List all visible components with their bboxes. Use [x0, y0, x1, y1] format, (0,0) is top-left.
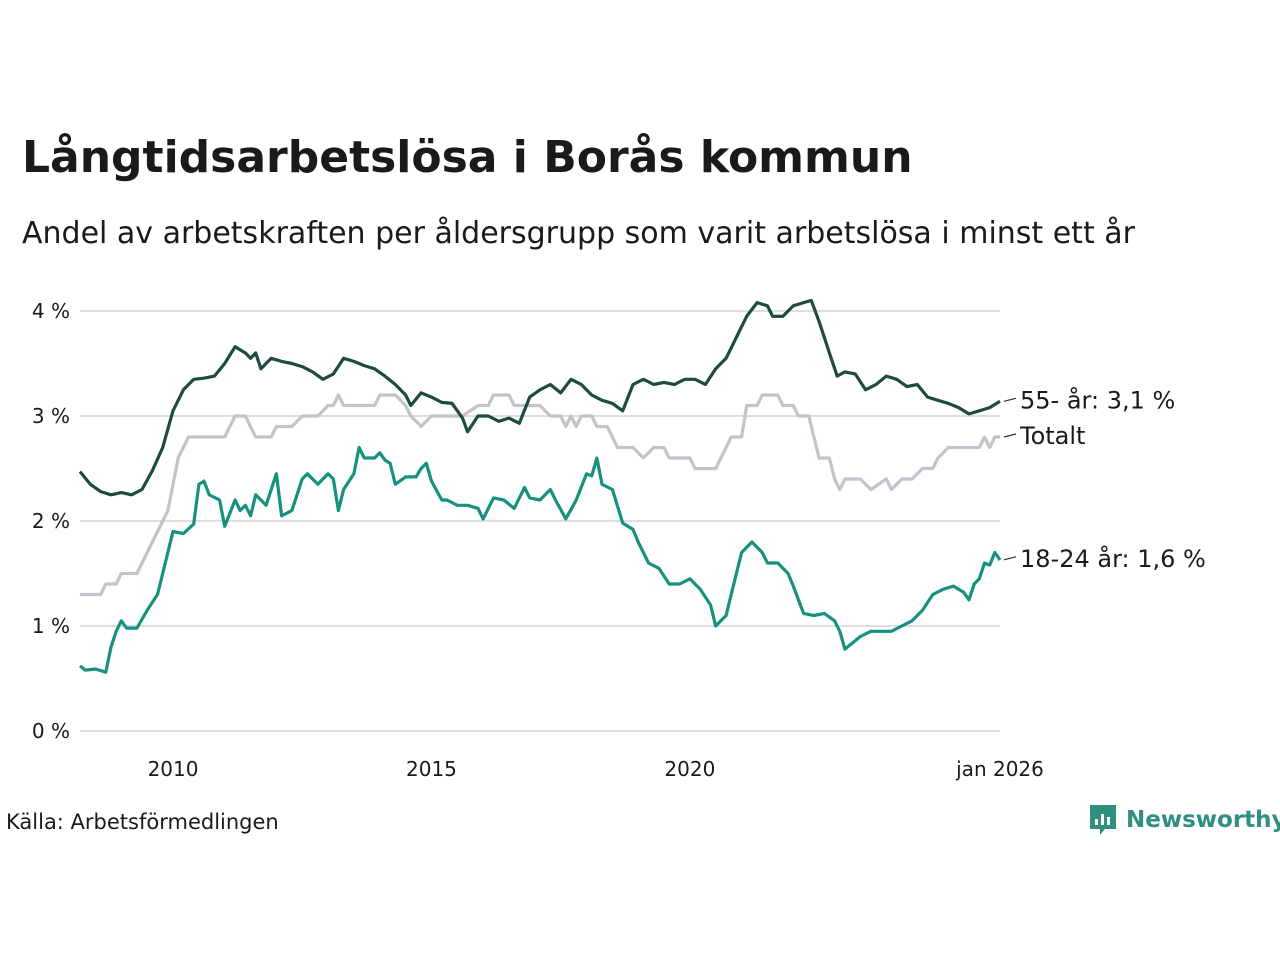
y-tick-label: 4 %	[32, 299, 70, 323]
series-line-total	[80, 393, 1000, 597]
series-lines	[78, 298, 1002, 674]
series-label-young: 18-24 år: 1,6 %	[1020, 544, 1206, 573]
x-tick-label: 2010	[148, 757, 199, 781]
series-line-young	[78, 445, 1002, 674]
y-tick-label: 3 %	[32, 404, 70, 428]
x-tick-label: jan 2026	[955, 757, 1044, 781]
brand-logo: Newsworthy	[1088, 803, 1280, 837]
y-tick-label: 2 %	[32, 509, 70, 533]
chart-subtitle: Andel av arbetskraften per åldersgrupp s…	[22, 216, 1135, 251]
series-label-total: Totalt	[1019, 422, 1085, 450]
series-label-leader	[1003, 556, 1017, 561]
x-tick-label: 2020	[664, 757, 715, 781]
chart-title: Långtidsarbetslösa i Borås kommun	[22, 132, 913, 183]
y-tick-label: 0 %	[32, 719, 70, 743]
source-note: Källa: Arbetsförmedlingen	[6, 810, 279, 834]
brand-name: Newsworthy	[1126, 807, 1280, 833]
series-label-leader	[1003, 397, 1017, 402]
series-label-older: 55- år: 3,1 %	[1020, 385, 1175, 414]
series-label-leader	[1003, 433, 1017, 438]
x-tick-label: 2015	[406, 757, 457, 781]
axes: 0 % 1 % 2 % 3 % 4 % 2010 2015 2020 jan 2026	[32, 299, 1044, 781]
series-labels: Totalt 55- år: 3,1 % 18-24 år: 1,6 %	[1003, 385, 1206, 573]
y-tick-label: 1 %	[32, 614, 70, 638]
newsworthy-icon	[1090, 805, 1116, 835]
series-line-older	[78, 298, 1001, 497]
